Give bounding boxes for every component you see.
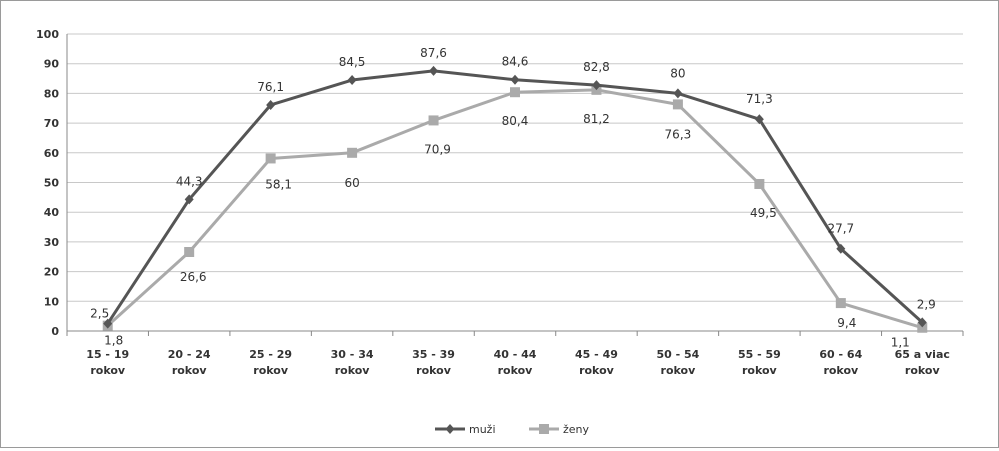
y-axis: 0 10 20 30 40 50 60 70 80 90 100 [36, 28, 68, 338]
x-tick-label-8: 55 - 59 rokov [738, 348, 781, 377]
data-label-s0-7: 80 [670, 66, 685, 80]
x-axis: 15 - 19 rokov 20 - 24 rokov 25 - 29 rokov 30 -… [66, 330, 964, 377]
y-tick-label-80: 80 [44, 87, 60, 100]
point-s0-0 [103, 318, 113, 329]
point-s0-6 [591, 80, 601, 91]
data-label-s1-10: 1,1 [891, 336, 910, 350]
data-label-s0-3: 84,5 [339, 55, 366, 69]
x-tick-label-9: 60 - 64 rokov [819, 348, 862, 377]
data-label-s0-0: 2,5 [90, 307, 109, 321]
x-tick-label-7: 50 - 54 rokov [656, 348, 699, 377]
data-label-s1-0: 1,8 [104, 334, 123, 348]
x-tick-label-10: 65 a viac rokov [895, 348, 950, 377]
point-s1-5 [510, 87, 520, 98]
legend-marker-0 [445, 424, 455, 434]
data-label-s0-6: 82,8 [583, 60, 610, 74]
y-tick-label-30: 30 [44, 236, 60, 249]
legend-label-0: muži [469, 423, 496, 436]
y-tick-label-10: 10 [44, 295, 60, 308]
point-s0-1 [184, 194, 194, 205]
point-s1-7 [672, 99, 683, 110]
point-s0-8 [754, 114, 764, 125]
data-label-s0-5: 84,6 [502, 55, 529, 69]
point-s0-5 [510, 74, 520, 85]
x-tick-label-1: 20 - 24 rokov [168, 348, 211, 377]
point-s1-10 [917, 322, 928, 333]
legend: muži ženy [435, 423, 590, 436]
data-label-s0-8: 71,3 [746, 92, 773, 106]
point-s1-1 [184, 246, 195, 257]
y-tick-label-50: 50 [44, 177, 60, 190]
x-tick-label-6: 45 - 49 rokov [575, 348, 618, 377]
data-label-s1-7: 76,3 [665, 127, 692, 141]
point-s0-7 [673, 88, 683, 99]
series-lines [102, 65, 928, 333]
data-label-s1-9: 9,4 [837, 316, 856, 330]
point-s1-2 [265, 153, 276, 164]
y-tick-label-0: 0 [51, 325, 59, 338]
legend-marker-1 [539, 424, 549, 434]
point-s0-4 [429, 65, 439, 76]
x-tick-label-5: 40 - 44 rokov [494, 348, 537, 377]
point-s1-9 [835, 298, 846, 309]
data-label-s1-3: 60 [344, 176, 359, 190]
point-s0-10 [917, 317, 927, 328]
point-s1-3 [347, 147, 358, 158]
y-tick-label-90: 90 [44, 58, 60, 71]
x-tick-label-0: 15 - 19 rokov [86, 348, 129, 377]
data-label-s0-4: 87,6 [420, 46, 447, 60]
data-label-s0-2: 76,1 [257, 80, 284, 94]
data-label-s1-5: 80,4 [502, 114, 529, 128]
point-s0-3 [347, 75, 357, 86]
data-label-s0-1: 44,3 [176, 174, 203, 188]
data-label-s1-2: 58,1 [265, 177, 292, 191]
x-tick-label-4: 35 - 39 rokov [412, 348, 455, 377]
point-s0-2 [266, 99, 276, 110]
point-s1-4 [428, 115, 439, 126]
data-label-s0-10: 2,9 [917, 297, 936, 311]
x-tick-label-3: 30 - 34 rokov [331, 348, 374, 377]
point-s0-9 [836, 243, 846, 254]
y-tick-label-70: 70 [44, 117, 60, 130]
data-label-s1-8: 49,5 [750, 206, 777, 220]
point-s1-8 [754, 178, 765, 189]
gridlines [67, 33, 963, 302]
x-tick-label-2: 25 - 29 rokov [249, 348, 292, 377]
y-tick-label-20: 20 [44, 266, 60, 279]
data-label-s1-6: 81,2 [583, 112, 610, 126]
series-line-0 [106, 69, 924, 325]
y-tick-label-60: 60 [44, 147, 60, 160]
data-label-s0-9: 27,7 [827, 222, 854, 236]
y-tick-label-100: 100 [36, 28, 59, 41]
data-label-s1-4: 70,9 [424, 142, 451, 156]
data-label-s1-1: 26,6 [180, 270, 207, 284]
y-tick-label-40: 40 [44, 206, 60, 219]
legend-label-1: ženy [563, 423, 590, 436]
data-labels: 2,5 44,3 76,1 84,5 87,6 84,6 82,8 80 71,3 27,7 2,9… [90, 46, 936, 350]
